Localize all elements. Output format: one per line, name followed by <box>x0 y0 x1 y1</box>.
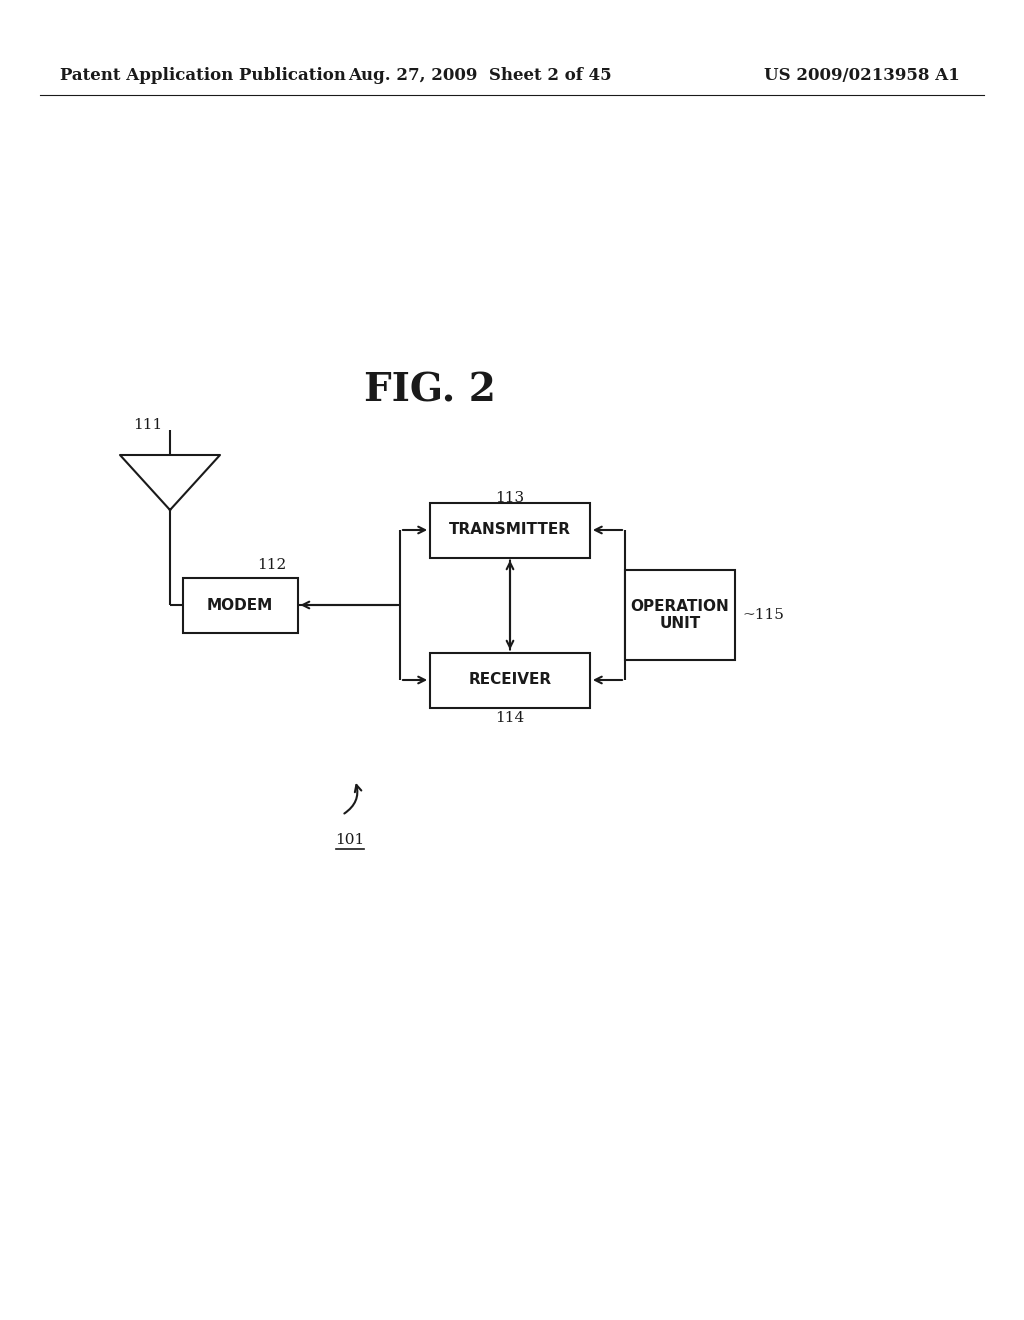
Text: US 2009/0213958 A1: US 2009/0213958 A1 <box>764 66 961 83</box>
Text: RECEIVER: RECEIVER <box>468 672 552 688</box>
Text: TRANSMITTER: TRANSMITTER <box>449 523 571 537</box>
Text: 114: 114 <box>496 711 524 725</box>
Text: 113: 113 <box>496 491 524 506</box>
Text: Aug. 27, 2009  Sheet 2 of 45: Aug. 27, 2009 Sheet 2 of 45 <box>348 66 611 83</box>
Bar <box>182 578 298 632</box>
Text: 112: 112 <box>257 558 287 572</box>
Text: 101: 101 <box>336 833 365 847</box>
Bar <box>430 503 590 557</box>
Text: FIG. 2: FIG. 2 <box>365 371 496 409</box>
Text: 111: 111 <box>133 418 162 432</box>
Text: ~115: ~115 <box>742 609 784 622</box>
Bar <box>430 652 590 708</box>
Text: MODEM: MODEM <box>207 598 273 612</box>
Text: Patent Application Publication: Patent Application Publication <box>60 66 346 83</box>
Text: OPERATION
UNIT: OPERATION UNIT <box>631 599 729 631</box>
Bar <box>625 570 735 660</box>
